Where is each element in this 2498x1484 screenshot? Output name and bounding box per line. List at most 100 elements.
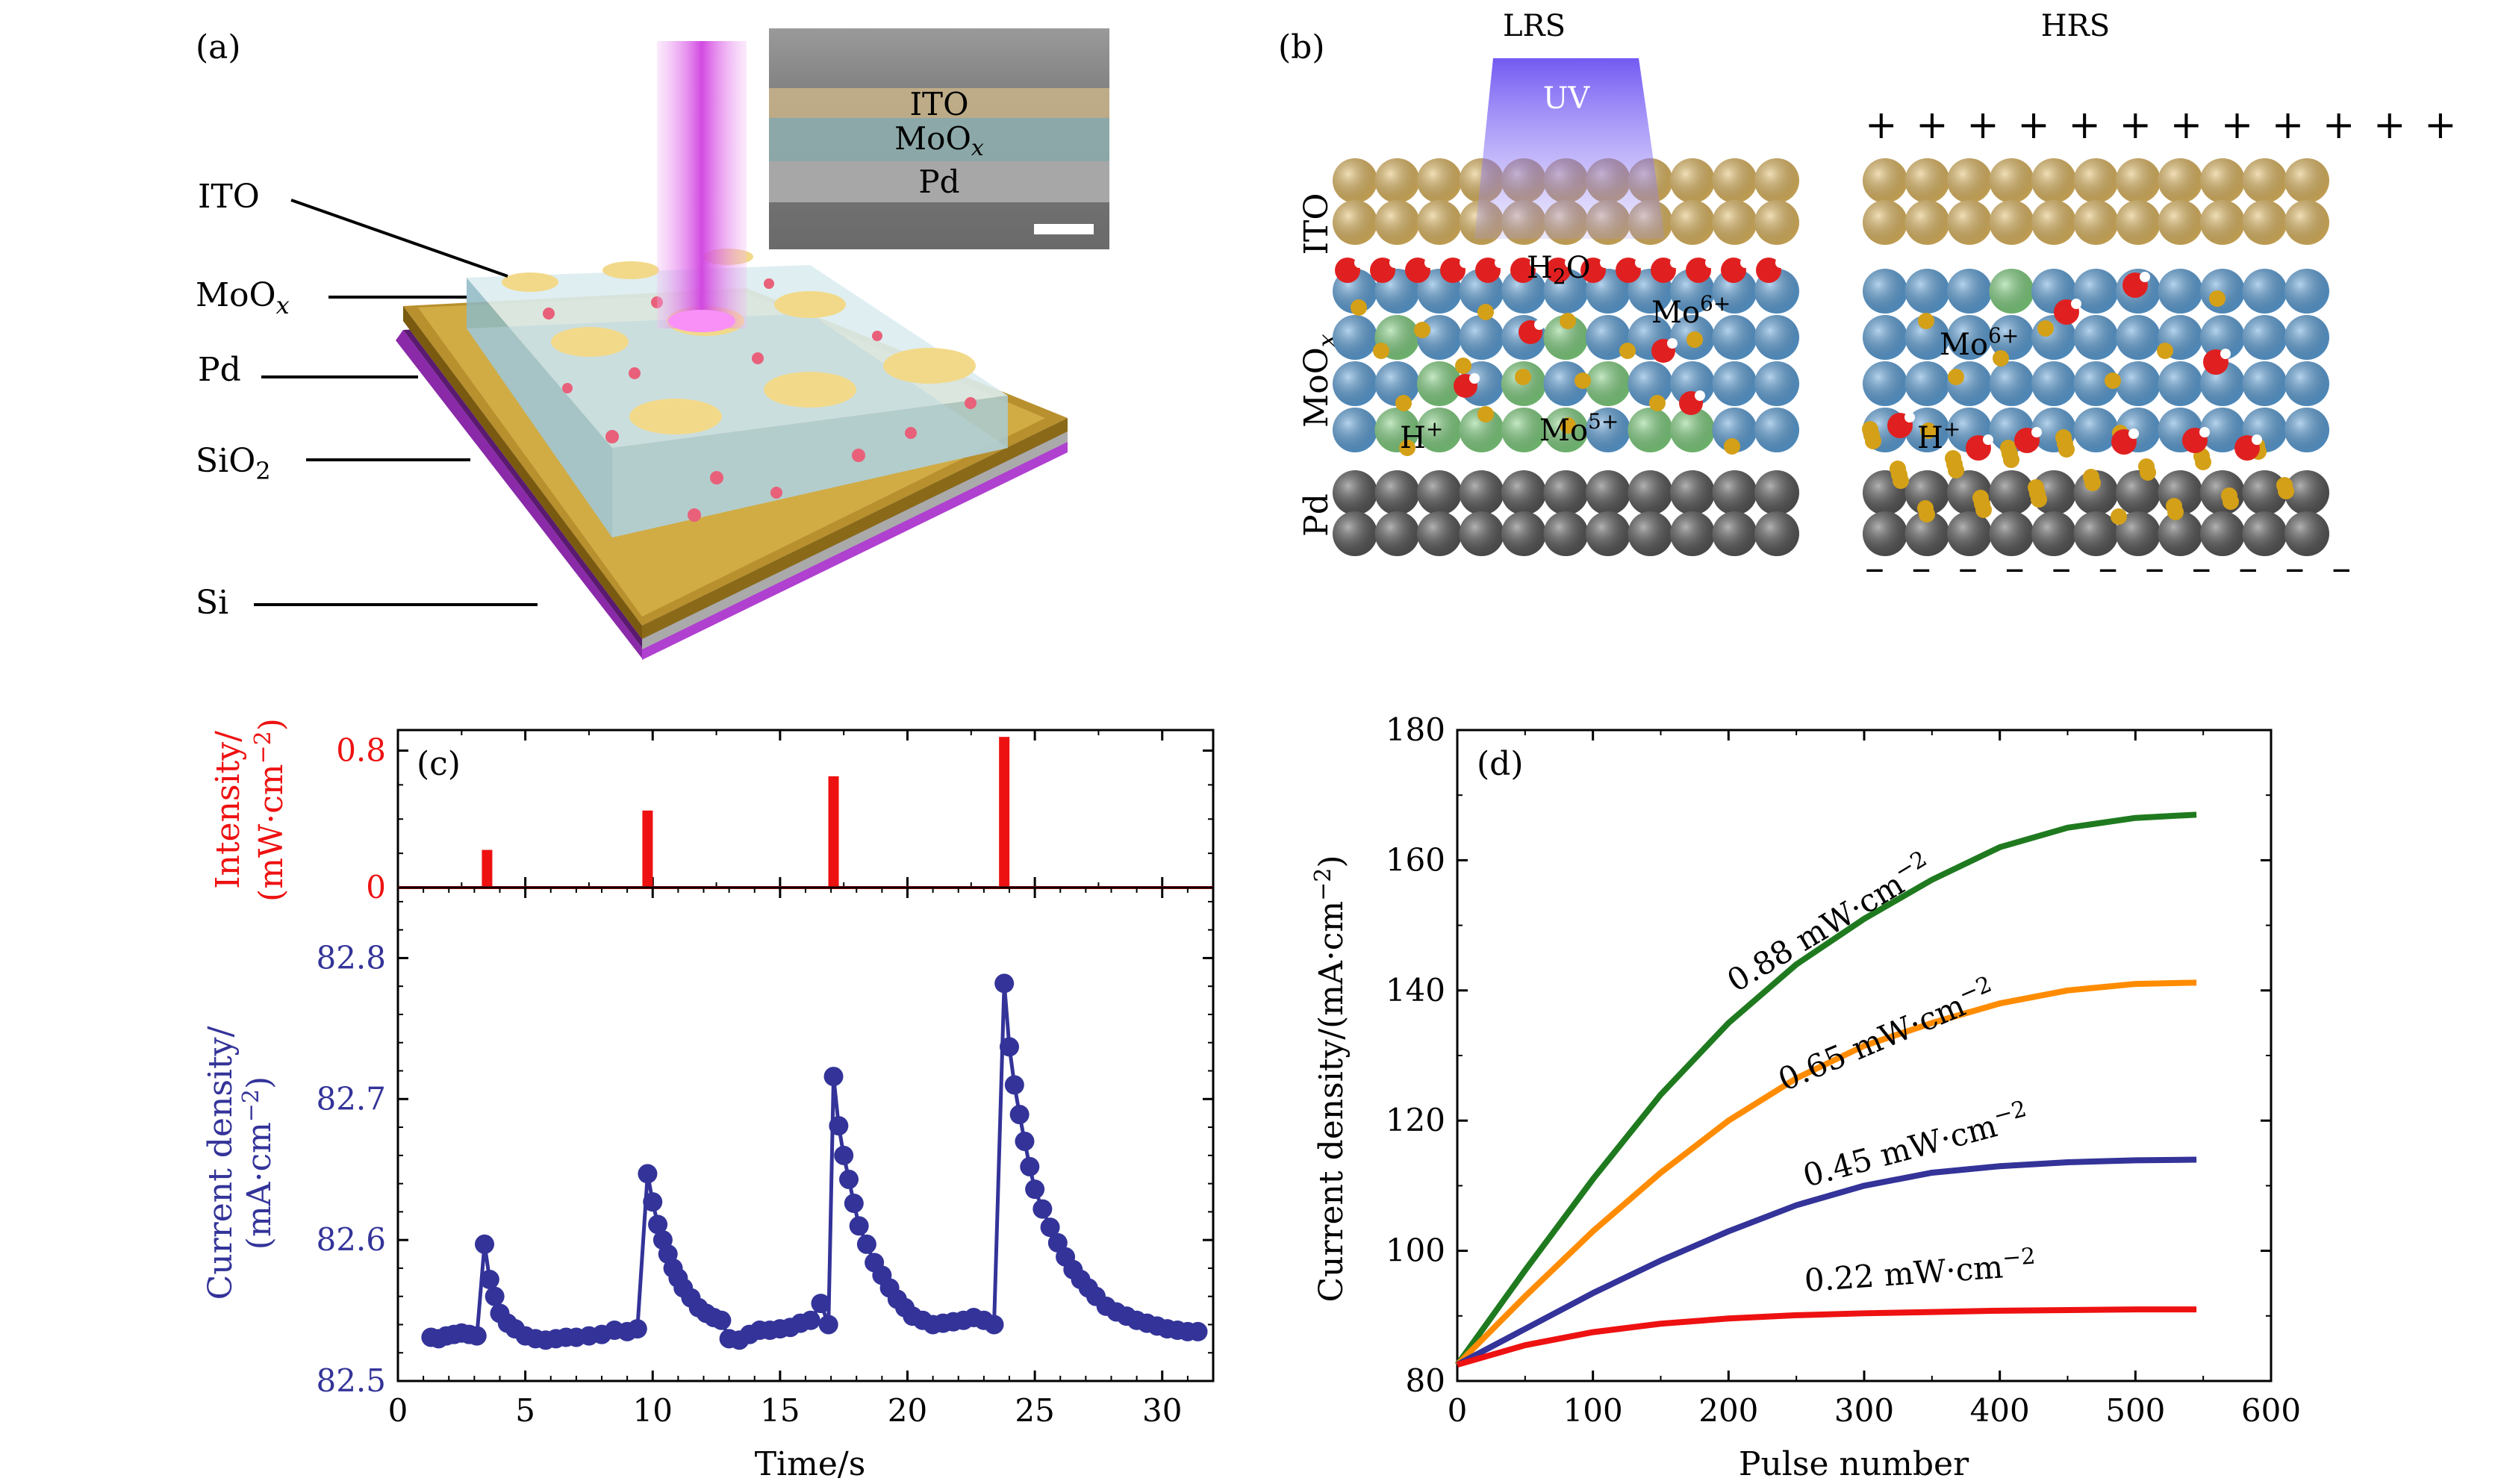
hrs-lattice <box>1862 158 2329 556</box>
mo6-atom-shade <box>2073 408 2119 452</box>
mo5-atom-shade <box>1417 361 1462 406</box>
water-h-atom <box>1389 258 1400 268</box>
hydrogen-ion <box>1575 372 1591 389</box>
layer-label-moox: MoOx <box>196 276 290 319</box>
c-top-ylabel: Intensity/ <box>209 731 247 889</box>
y-tick-label: 82.5 <box>316 1362 386 1399</box>
current-point <box>479 1270 499 1290</box>
mo6-atom-shade <box>2242 315 2287 360</box>
mo6-atom-shade <box>1543 361 1589 406</box>
water-h-atom <box>2252 434 2262 445</box>
oxygen-atom <box>1475 258 1501 283</box>
hydrogen-ion <box>2105 372 2121 389</box>
ito-electrode <box>551 327 629 357</box>
plot-frame <box>396 729 1215 889</box>
ito-electrode <box>883 348 976 384</box>
hydrogen-ion <box>1515 369 1531 385</box>
mo6-atom-shade <box>2284 408 2329 452</box>
ito-atom-shade <box>1333 158 1377 203</box>
water-h-atom <box>2071 299 2081 309</box>
panel-c-label: (c) <box>417 745 461 783</box>
current-point <box>800 1310 820 1330</box>
side-label-pd: Pd <box>1298 493 1336 537</box>
pd-atom-shade <box>1712 470 1757 515</box>
ito-atom-shade <box>1374 200 1420 245</box>
sem-label-pd: Pd <box>918 163 959 200</box>
ito-atom-shade <box>2158 158 2203 203</box>
intensity-bar <box>828 776 839 888</box>
y-tick-label: 140 <box>1386 972 1445 1008</box>
oxygen-atom <box>1335 258 1360 283</box>
intensity-bar <box>482 849 493 888</box>
series-line-0.88 <box>1454 811 2197 1367</box>
water-h-atom <box>1600 258 1610 268</box>
mo6-atom-shade <box>2200 408 2245 452</box>
mo6-atom-shade <box>1333 408 1377 452</box>
y-tick-label: 80 <box>1406 1362 1445 1399</box>
current-point <box>1009 1105 1030 1125</box>
current-point <box>711 1310 732 1330</box>
oxygen-atom <box>1721 258 1746 283</box>
pd-atom-shade <box>2116 511 2161 556</box>
current-plot: 0 5 10 15 20 25 30 82.5 82.6 82.7 82.8 <box>316 886 1215 1429</box>
pd-atom-shade <box>1989 470 2034 515</box>
pd-atom-shade <box>1904 470 1950 515</box>
layer-label-ito: ITO <box>198 178 260 216</box>
uv-beam <box>1474 58 1665 239</box>
mo6-atom-shade <box>2284 269 2329 314</box>
current-point <box>485 1286 505 1306</box>
oxygen-atom <box>1616 258 1641 283</box>
c-bottom-ylabel: Current density/ <box>202 1026 240 1300</box>
hydrogen-ion <box>1560 417 1576 434</box>
ito-atom-shade <box>1904 200 1950 245</box>
pd-atom-shade <box>2284 470 2329 515</box>
hydrogen-ion <box>1893 473 1909 489</box>
ito-atom-shade <box>2242 158 2287 203</box>
ito-atom-shade <box>1417 200 1462 245</box>
mo5-atom-shade <box>1417 408 1462 452</box>
pd-atom-shade <box>1417 470 1462 515</box>
mo6-atom-shade <box>1989 315 2034 360</box>
hydrogen-ion <box>2209 290 2226 307</box>
current-point <box>1015 1131 1035 1151</box>
mo6-atom-shade <box>1863 361 1907 406</box>
x-tick-label: 300 <box>1834 1392 1894 1429</box>
current-point <box>823 1067 844 1087</box>
pd-atom-shade <box>1712 511 1757 556</box>
pd-atom-shade <box>1459 511 1504 556</box>
pd-atom-shade <box>2242 511 2287 556</box>
pd-atom-shade <box>2158 511 2203 556</box>
current-point <box>844 1194 864 1214</box>
mo6-atom-shade <box>1863 315 1907 360</box>
mo6-atom-shade <box>1754 408 1799 452</box>
uv-label: UV <box>1543 81 1591 116</box>
pd-atom-shade <box>1586 511 1630 556</box>
hydrogen-ion <box>1395 395 1412 411</box>
water-h-atom <box>1705 258 1716 268</box>
mo5-atom-shade <box>1670 408 1715 452</box>
ito-atom-shade <box>2284 200 2329 245</box>
mo6-atom-shade <box>1904 269 1950 314</box>
ito-atom-shade <box>2242 200 2287 245</box>
pd-atom-shade <box>1459 470 1504 515</box>
x-tick-label: 500 <box>2105 1392 2165 1429</box>
hydrogen-ion <box>1351 299 1367 316</box>
pd-atom-shade <box>1543 511 1589 556</box>
hydrogen-ion <box>1477 304 1494 320</box>
ito-atom-shade <box>2158 200 2203 245</box>
water-h-atom <box>1670 258 1681 268</box>
moox-block-top <box>467 265 1008 448</box>
current-point <box>627 1319 647 1339</box>
mo5-label: Mo5+ <box>1539 409 1619 448</box>
current-point <box>643 1192 663 1212</box>
pd-atom-shade <box>1586 470 1630 515</box>
laser-beam <box>657 41 747 328</box>
hrs-bottom-charges: – – – – – – – – – – – <box>1865 546 2358 590</box>
x-tick-label: 25 <box>1015 1392 1054 1429</box>
series-line-0.22 <box>1456 1306 2197 1368</box>
side-label-ito: ITO <box>1298 193 1336 255</box>
mo6-atom-shade <box>2116 361 2161 406</box>
water-h-atom <box>1469 373 1480 384</box>
oxygen-atom <box>1440 258 1466 283</box>
